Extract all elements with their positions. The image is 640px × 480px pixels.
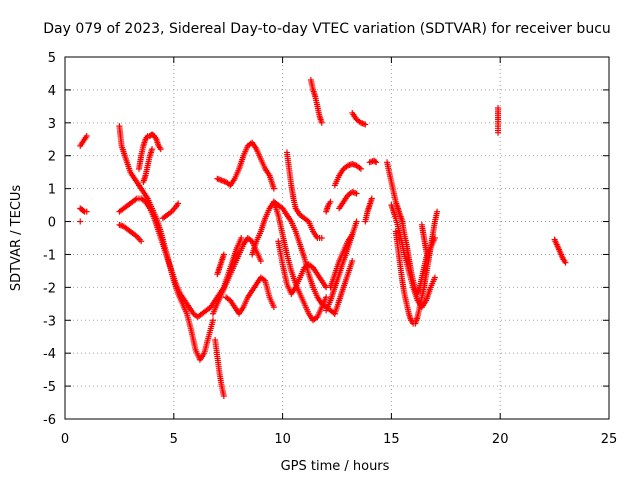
data-point: [353, 218, 360, 225]
data-point: [149, 146, 156, 153]
data-point: [562, 259, 569, 266]
x-tick-label: 10: [274, 432, 291, 447]
data-point: [270, 304, 277, 311]
y-tick-label: -3: [43, 314, 56, 329]
y-tick-label: 3: [48, 117, 56, 132]
data-point: [83, 208, 90, 215]
data-point: [318, 119, 325, 126]
y-tick-label: -2: [43, 281, 56, 296]
data-point: [327, 198, 334, 205]
data-point: [495, 129, 502, 136]
data-point: [83, 132, 90, 139]
x-tick-label: 15: [383, 432, 400, 447]
data-point: [425, 258, 432, 265]
data-point: [138, 238, 145, 245]
data-point: [220, 251, 227, 258]
y-tick-label: -5: [43, 380, 56, 395]
data-point: [362, 121, 369, 128]
y-tick-label: -4: [43, 347, 56, 362]
y-tick-label: -1: [43, 248, 56, 263]
data-point: [431, 274, 438, 281]
data-point: [434, 208, 441, 215]
tick-labels: 0 5 10 15 20 25 -6 -5 -4 -3 -2 -1 0 1 2 3 4 5: [43, 51, 617, 447]
data-points: [77, 77, 569, 399]
data-point: [373, 159, 380, 166]
data-point: [175, 200, 182, 207]
x-tick-label: 0: [61, 432, 69, 447]
y-tick-label: 0: [48, 216, 56, 231]
data-point: [270, 185, 277, 192]
data-point: [357, 165, 364, 172]
y-tick-label: 4: [48, 84, 56, 99]
data-point: [349, 258, 356, 265]
data-point: [368, 195, 375, 202]
data-point: [209, 317, 216, 324]
data-point: [353, 190, 360, 197]
data-point: [372, 158, 379, 165]
x-axis-label: GPS time / hours: [281, 459, 390, 474]
data-point: [77, 218, 84, 225]
y-tick-label: 2: [48, 150, 56, 165]
data-point: [318, 235, 325, 241]
y-tick-label: -6: [43, 413, 56, 428]
chart-title: Day 079 of 2023, Sidereal Day-to-day VTE…: [43, 21, 611, 37]
data-point: [257, 258, 264, 265]
plot-frame: [64, 56, 610, 420]
y-tick-label: 1: [48, 183, 56, 198]
data-point: [80, 207, 87, 214]
data-point: [349, 231, 356, 238]
x-tick-label: 20: [492, 432, 509, 447]
x-tick-label: 5: [170, 432, 178, 447]
y-tick-label: 5: [48, 51, 56, 66]
y-axis-label: SDTVAR / TECUs: [9, 185, 24, 292]
data-point: [157, 146, 164, 153]
x-tick-label: 25: [601, 432, 618, 447]
data-point: [238, 235, 245, 241]
data-point: [220, 392, 227, 399]
data-point: [323, 294, 330, 301]
